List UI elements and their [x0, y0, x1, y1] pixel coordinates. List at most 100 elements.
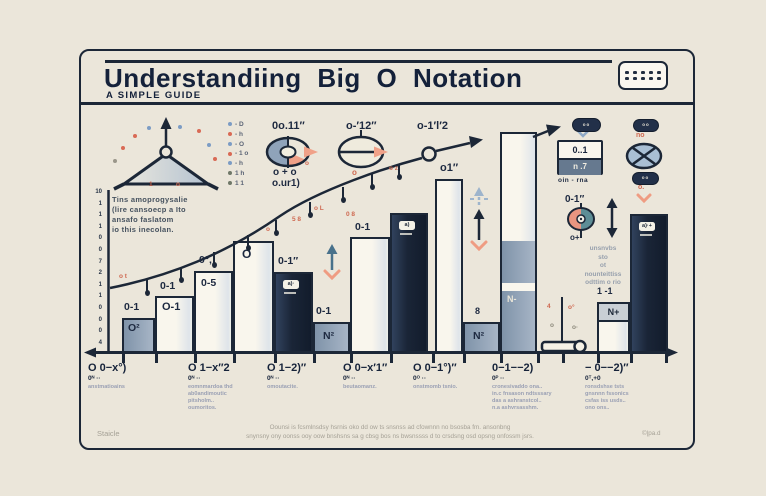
scatter-dot-icon — [207, 143, 211, 147]
legend-label: - h — [235, 160, 243, 168]
curve-pin-dot — [211, 262, 217, 268]
scatter-dot-icon — [113, 159, 117, 163]
x-axis-label-group: O 1−x″2 0ᴺ ·· eomnmardoa thd ab0andimoutic p… — [188, 362, 233, 412]
curve-pin-dot — [307, 212, 313, 218]
y-axis-tick: 2 — [98, 270, 102, 277]
x-label-caption-line: beutaomanz. — [343, 384, 377, 390]
y-axis-tick: 1 — [98, 212, 102, 219]
dotted-grid-icon — [618, 61, 668, 90]
x-axis-tick — [274, 354, 277, 363]
x-axis-tick — [500, 354, 503, 363]
chart-bar: N² — [463, 322, 500, 354]
bar-badge-line — [284, 292, 296, 294]
infographic-frame — [79, 49, 695, 450]
right-note-plus: o+ — [570, 233, 580, 242]
x-label-caption-line: pitsholm.. — [188, 398, 214, 404]
chart-bar: O — [233, 241, 274, 354]
x-label-caption: eomnmardoa thd ab0andimoutic pitsholm.. oum… — [188, 384, 233, 412]
bar-annotation: 0°, — [199, 254, 212, 266]
legend-item: - 1 o — [228, 150, 248, 157]
bar-segment-label: N- — [507, 294, 517, 304]
no-label: no — [636, 132, 645, 139]
legend-dot-icon — [228, 132, 232, 137]
x-axis-tick — [463, 354, 466, 363]
page-title: Understandiing Big O Notation — [104, 63, 523, 93]
x-axis-tick — [537, 354, 540, 363]
scatter-mark: 1 — [149, 181, 153, 188]
x-axis-tick — [350, 354, 353, 363]
y-axis-tick: 0 — [98, 328, 102, 335]
scatter-dot-icon — [213, 157, 217, 161]
x-axis-label-group: − 0−−2)″ 0ᵀ,+0 ronsdshse tsts gnsnnn fssoni… — [585, 362, 629, 412]
legend-dot-icon — [228, 181, 232, 186]
scatter-dot-icon — [197, 129, 201, 133]
legend-label: - O — [235, 140, 245, 148]
y-axis-tick: 1 — [98, 293, 102, 300]
legend-label: - D — [235, 121, 244, 128]
curve-pin-dot — [369, 184, 375, 190]
x-label-formula: − 0−−2)″ — [585, 362, 629, 374]
x-label-formula: 0−1−−2) — [492, 362, 534, 374]
y-axis-tick: 0 — [98, 235, 102, 242]
scatter-mark: o — [305, 160, 309, 167]
ellipse-mark: o — [352, 168, 357, 177]
curve-pin-dot — [273, 230, 279, 236]
scatter-dot-icon — [147, 126, 151, 130]
curve-node-label: o-1′l′2 — [417, 120, 448, 132]
donut-sub2: o.ur1) — [272, 178, 300, 189]
bar-annotation: 0-1 — [355, 221, 371, 233]
legend-label: 1 h — [235, 170, 245, 177]
x-label-sub: 0ᴺ ·· — [343, 375, 356, 382]
pill-badge-3: oo — [632, 172, 659, 185]
x-axis-tick — [630, 354, 633, 363]
donut-label: 0o.11″ — [272, 120, 305, 132]
x-axis-tick — [313, 354, 316, 363]
legend-dot-icon — [228, 151, 232, 156]
bar-band-label: N+ — [599, 304, 628, 322]
x-axis-tick — [597, 354, 600, 363]
chart-bar: a)· — [274, 272, 313, 354]
x-axis-tick — [122, 354, 125, 363]
legend-dot-icon — [228, 122, 232, 127]
header-top-rule — [105, 60, 612, 63]
x-axis-tick — [155, 354, 158, 363]
x-label-caption-line: das a ashranstcol.. — [492, 398, 542, 404]
ratio-card-caption: oin - rna — [558, 177, 589, 184]
x-label-formula: O 1−x″2 — [188, 362, 230, 374]
x-label-sub: 0ᴾ ·· — [492, 375, 505, 382]
chart-bar — [350, 237, 390, 354]
x-label-caption-line: cronesivaddo ona.. — [492, 384, 543, 390]
x-label-sub: 0ᵀ,+0 — [585, 375, 601, 382]
bar-segment: N- — [502, 291, 535, 353]
y-axis-tick: 1 — [98, 223, 102, 230]
bar-badge-line — [400, 233, 412, 235]
ratio-card-top: 0..1 — [572, 145, 588, 155]
curve-note: Tins amoprogysalie (lire cansoecp a Ito … — [112, 195, 188, 234]
bar-badge: a) — [399, 221, 415, 230]
scatter-mark: 5 8 — [292, 216, 302, 223]
legend-label: - 1 o — [235, 150, 249, 158]
right-note-text: unsnvbs sto ot nounteittiss odttim o rio — [584, 245, 622, 287]
x-label-caption-line: eomnmardoa thd — [188, 384, 233, 390]
x-axis-tick — [233, 354, 236, 363]
curve-pin-dot — [245, 245, 251, 251]
y-axis-tick: 1 — [98, 200, 102, 207]
x-label-caption: anstmatioains — [88, 384, 126, 391]
y-axis-tick: 0 — [98, 305, 102, 311]
y-axis-tick: 0 — [98, 316, 102, 323]
chart-bar: 0-5 — [194, 271, 233, 354]
x-label-caption-line: onstmomb tsnio. — [413, 384, 458, 390]
bar-annotation: 0-1 — [160, 280, 176, 292]
o-dot-label: o. — [638, 184, 645, 191]
legend-dot-icon — [228, 161, 232, 166]
scatter-mark: o — [176, 181, 180, 188]
x-label-caption-line: ronsdshse tsts — [585, 384, 625, 390]
footer-right: ©|pa.d — [642, 430, 661, 437]
y-axis-tick: 7 — [98, 258, 102, 265]
x-axis-tick — [562, 354, 565, 363]
bar-annotation: 0-1″ — [278, 255, 299, 267]
curve-pin-dot — [396, 174, 402, 180]
legend-item: 1 h — [228, 170, 244, 177]
bar-badge-line — [640, 234, 652, 236]
